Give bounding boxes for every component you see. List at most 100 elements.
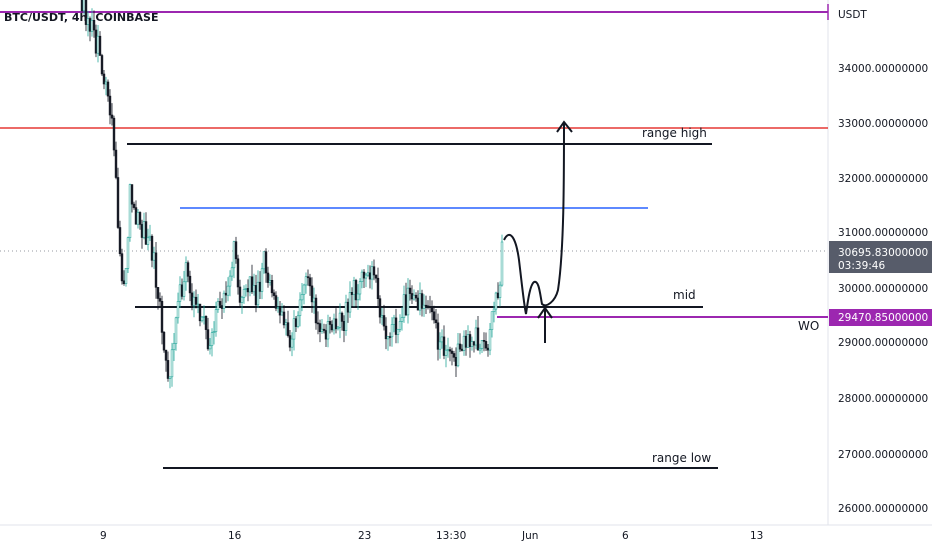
x-axis: 9 16 23 13:30 Jun 6 13: [100, 530, 763, 542]
candle: [260, 268, 264, 292]
candle: [308, 277, 312, 287]
candle: [468, 334, 472, 347]
candle: [218, 301, 222, 306]
candle: [488, 329, 492, 351]
y-tick-26000: 26000.00000000: [838, 503, 928, 515]
candle: [276, 307, 280, 309]
candle: [94, 29, 98, 54]
candle: [292, 318, 296, 340]
x-tick-13: 13: [750, 530, 763, 542]
candle: [164, 349, 168, 361]
candle: [280, 311, 284, 316]
candle: [326, 321, 330, 340]
candle: [208, 345, 212, 350]
y-tick-33000: 33000.00000000: [838, 118, 928, 130]
candle: [304, 276, 308, 286]
candle: [484, 341, 488, 349]
candle: [118, 227, 122, 255]
candle: [482, 339, 486, 342]
candle: [416, 297, 420, 311]
candle: [212, 331, 216, 334]
candle: [124, 267, 128, 284]
candle: [418, 293, 422, 311]
candle: [196, 303, 200, 306]
candle: [480, 339, 484, 349]
candle: [348, 291, 352, 313]
candle: [446, 349, 450, 351]
candle: [444, 349, 448, 356]
y-tick-28000: 28000.00000000: [838, 393, 928, 405]
candle: [330, 324, 334, 331]
candle: [134, 207, 138, 225]
candle: [192, 296, 196, 306]
candle: [354, 280, 358, 301]
candle: [266, 272, 270, 283]
candle: [106, 81, 110, 97]
candle: [422, 304, 426, 309]
candle: [158, 298, 162, 302]
y-tick-31000: 31000.00000000: [838, 227, 928, 239]
price-tag: [829, 241, 932, 273]
candle: [252, 285, 256, 293]
candle: [434, 319, 438, 323]
candle: [194, 296, 198, 305]
candle: [420, 293, 424, 309]
candle: [334, 318, 338, 330]
range-low-label: range low: [652, 451, 711, 465]
wo-price-tag-value: 29470.85000000: [838, 312, 928, 324]
candle: [322, 328, 326, 331]
candle: [426, 305, 430, 308]
candle: [242, 289, 246, 298]
candle: [146, 237, 150, 245]
projection-path[interactable]: [503, 121, 565, 315]
y-tick-34000: 34000.00000000: [838, 63, 928, 75]
candle: [138, 212, 142, 225]
candle: [342, 320, 346, 331]
candle: [244, 288, 248, 290]
candle: [336, 326, 340, 330]
candle: [114, 149, 118, 178]
candle: [392, 317, 396, 325]
y-tick-27000: 27000.00000000: [838, 449, 928, 461]
candle: [398, 321, 402, 330]
candle: [302, 284, 306, 295]
candle: [396, 328, 400, 335]
candle: [240, 296, 244, 303]
candle: [284, 322, 288, 326]
candle: [248, 276, 252, 293]
candle: [294, 318, 298, 327]
candle: [356, 293, 360, 301]
candle: [442, 336, 446, 356]
candle: [352, 280, 356, 295]
candle: [88, 18, 92, 32]
candle: [498, 284, 502, 299]
candle: [102, 73, 106, 85]
candle: [456, 343, 460, 367]
candle: [290, 338, 294, 348]
candle: [436, 322, 440, 350]
candle: [82, 0, 86, 12]
candle: [452, 353, 456, 358]
candle: [424, 304, 428, 307]
candle: [264, 251, 268, 274]
candle: [246, 288, 250, 293]
candle: [490, 311, 494, 330]
candle: [338, 312, 342, 328]
candle: [254, 285, 258, 306]
candle: [210, 332, 214, 346]
x-tick-16: 16: [228, 530, 242, 542]
candle: [160, 300, 164, 333]
candle: [80, 0, 84, 11]
candle: [148, 235, 152, 239]
candle: [460, 348, 464, 351]
candle: [222, 292, 226, 309]
candle: [90, 19, 94, 32]
candle: [120, 253, 124, 282]
candle: [462, 335, 466, 351]
candle: [224, 292, 228, 296]
candle: [382, 315, 386, 327]
candle: [98, 35, 102, 56]
candle: [476, 327, 480, 351]
candle: [494, 292, 498, 310]
